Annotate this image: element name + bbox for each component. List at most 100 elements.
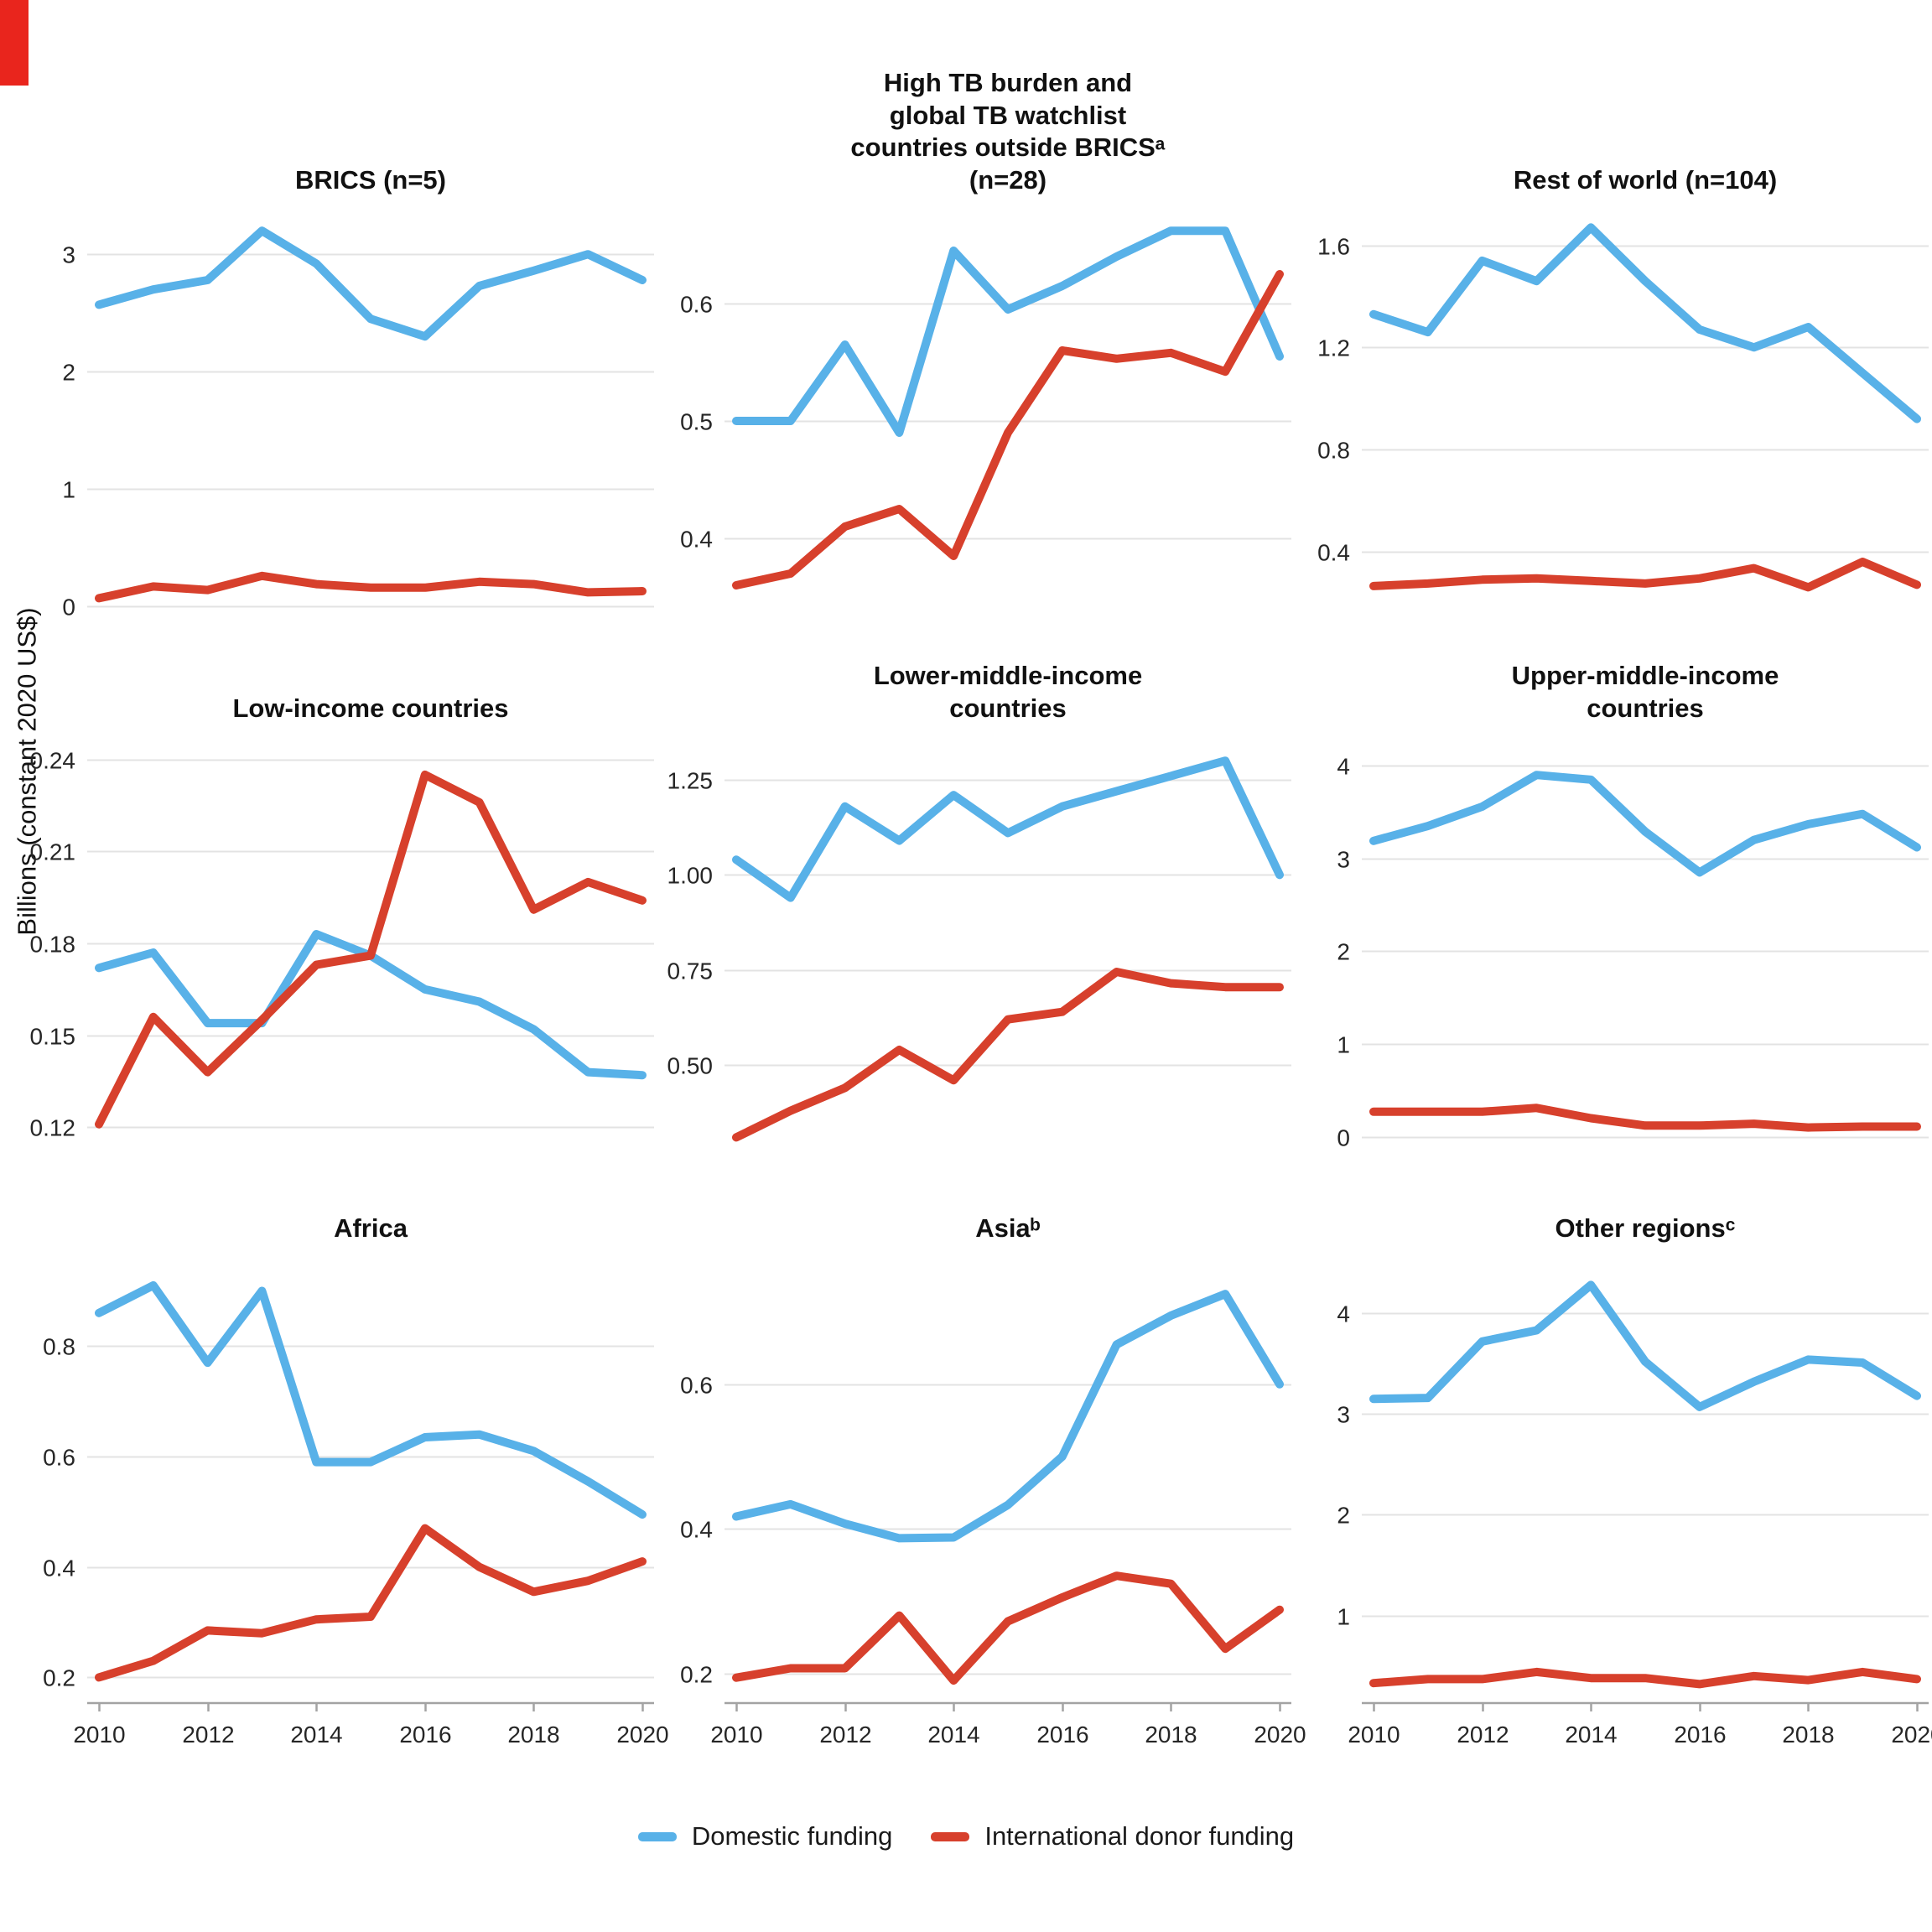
panel-title-line: Upper-middle-income xyxy=(1511,661,1779,691)
line-domestic-funding xyxy=(1369,223,1921,423)
line-international-donor-funding xyxy=(1369,1104,1921,1132)
chart-high-tb-burden-and: 0.4 0.5 0.6 xyxy=(680,226,1291,589)
panel-title-box: Africa xyxy=(3,1149,654,1258)
chart-low-income-countries: 0.12 0.15 0.18 0.21 0.24 xyxy=(30,748,654,1141)
panel-title-box: Upper-middle-income countries xyxy=(1291,621,1929,738)
y-tick-label: 4 xyxy=(1337,1301,1350,1327)
y-tick-label: 0.18 xyxy=(30,932,76,958)
x-tick-label: 2012 xyxy=(1457,1722,1509,1748)
legend-item-domestic: Domestic funding xyxy=(637,1821,893,1852)
y-tick-label: 2 xyxy=(1337,1503,1350,1529)
y-tick-label: 1.6 xyxy=(1317,234,1350,260)
panel-title-box: Other regionsᶜ xyxy=(1291,1149,1929,1258)
facet-grid: BRICS (n=5) 0 1 2 3 High TB burden and global … xyxy=(3,8,1932,1753)
panel-asia: Asiaᵇ 0.2 0.4 0.6 2010 2012 2014 2016 2018 2020 xyxy=(654,1149,1306,1753)
y-tick-label: 0.2 xyxy=(680,1662,713,1688)
panel-brics-n-5: BRICS (n=5) 0 1 2 3 xyxy=(3,8,654,621)
line-domestic-funding xyxy=(732,1290,1284,1543)
line-international-donor-funding xyxy=(732,1571,1284,1685)
panel-title-box: Low-income countries xyxy=(3,621,654,738)
x-tick-label: 2014 xyxy=(290,1722,342,1748)
panel-title-box: High TB burden and global TB watchlist cou… xyxy=(654,8,1291,210)
y-tick-label: 0.6 xyxy=(680,292,713,318)
legend-swatch-domestic xyxy=(637,1831,677,1841)
chart-rest-of-world-n-104: 0.4 0.8 1.2 1.6 xyxy=(1317,223,1929,592)
line-international-donor-funding xyxy=(95,770,647,1129)
panel-africa: Africa 0.2 0.4 0.6 0.8 2010 2012 2014 2016 2018 20… xyxy=(3,1149,669,1753)
panel-title-box: Asiaᵇ xyxy=(654,1149,1291,1258)
chart-upper-middle-income: 0 1 2 3 4 xyxy=(1337,754,1929,1151)
y-tick-label: 0.4 xyxy=(1317,540,1350,566)
y-tick-label: 0.6 xyxy=(680,1373,713,1399)
y-tick-label: 0.4 xyxy=(680,527,713,553)
y-tick-label: 2 xyxy=(1337,939,1350,965)
x-tick-label: 2018 xyxy=(1145,1722,1197,1748)
y-tick-label: 0.4 xyxy=(43,1555,75,1581)
legend-swatch-international xyxy=(931,1831,970,1841)
legend: Domestic funding International donor fun… xyxy=(0,1803,1932,1870)
x-tick-label: 2010 xyxy=(1348,1722,1400,1748)
y-tick-label: 3 xyxy=(1337,1402,1350,1428)
y-tick-label: 1 xyxy=(1337,1032,1350,1058)
line-domestic-funding xyxy=(1369,771,1921,877)
y-tick-label: 3 xyxy=(62,242,75,268)
y-tick-label: 0.2 xyxy=(43,1665,75,1691)
chart-africa: 0.2 0.4 0.6 0.8 2010 2012 2014 2016 2018 2020 xyxy=(43,1280,669,1748)
y-tick-label: 0.4 xyxy=(680,1517,713,1543)
y-tick-label: 0 xyxy=(1337,1125,1350,1151)
y-tick-label: 0.8 xyxy=(43,1334,75,1360)
x-tick-label: 2012 xyxy=(819,1722,871,1748)
panel-rest-of-world-n-104: Rest of world (n=104) 0.4 0.8 1.2 1.6 xyxy=(1291,8,1929,621)
line-domestic-funding xyxy=(95,226,647,341)
panel-title-box: BRICS (n=5) xyxy=(3,8,654,210)
panel-low-income-countries: Low-income countries 0.12 0.15 0.18 0.21 0.24 xyxy=(3,621,654,1149)
y-tick-label: 0.15 xyxy=(30,1024,76,1050)
x-tick-label: 2016 xyxy=(1036,1722,1088,1748)
y-tick-label: 1.2 xyxy=(1317,335,1350,361)
y-tick-label: 0.5 xyxy=(680,409,713,435)
panel-title-line: Africa xyxy=(334,1213,408,1243)
y-tick-label: 0.50 xyxy=(667,1053,714,1079)
y-tick-label: 4 xyxy=(1337,754,1350,780)
line-international-donor-funding xyxy=(732,270,1284,589)
panel-title-line: Asiaᵇ xyxy=(975,1213,1041,1243)
panel-title-box: Lower-middle-income countries xyxy=(654,621,1291,738)
x-tick-label: 2016 xyxy=(399,1722,451,1748)
line-domestic-funding xyxy=(1369,1280,1921,1411)
x-tick-label: 2016 xyxy=(1674,1722,1726,1748)
panel-upper-middle-income: Upper-middle-income countries 0 1 2 3 4 xyxy=(1291,621,1929,1151)
x-tick-label: 2020 xyxy=(616,1722,668,1748)
legend-label-domestic: Domestic funding xyxy=(691,1821,893,1851)
panel-high-tb-burden-and: High TB burden and global TB watchlist cou… xyxy=(654,8,1291,621)
line-domestic-funding xyxy=(95,1280,647,1519)
x-tick-label: 2014 xyxy=(1565,1722,1617,1748)
panel-title-line: countries outside BRICSᵃ xyxy=(850,132,1166,163)
panel-title-line: Low-income countries xyxy=(232,693,509,723)
panel-title-line: countries xyxy=(1587,693,1704,723)
y-tick-label: 3 xyxy=(1337,847,1350,873)
line-international-donor-funding xyxy=(95,571,647,603)
panel-title-line: High TB burden and xyxy=(883,68,1133,98)
y-tick-label: 0.21 xyxy=(30,839,76,865)
y-tick-label: 1.25 xyxy=(667,768,714,794)
y-tick-label: 0.8 xyxy=(1317,438,1350,464)
y-tick-label: 0.12 xyxy=(30,1115,76,1141)
x-tick-label: 2018 xyxy=(507,1722,559,1748)
panel-other-regions: Other regionsᶜ 1 2 3 4 2010 2012 2014 2016 2018 20… xyxy=(1291,1149,1932,1753)
red-corner-artifact xyxy=(0,0,29,86)
line-international-donor-funding xyxy=(95,1524,647,1682)
line-international-donor-funding xyxy=(1369,1667,1921,1689)
x-tick-label: 2012 xyxy=(182,1722,234,1748)
panel-title-line: Other regionsᶜ xyxy=(1555,1213,1736,1243)
line-domestic-funding xyxy=(732,756,1284,902)
chart-asia: 0.2 0.4 0.6 2010 2012 2014 2016 2018 2020 xyxy=(680,1290,1306,1748)
panel-title-line: countries xyxy=(949,693,1067,723)
panel-title-line: Lower-middle-income xyxy=(873,661,1143,691)
chart-lower-middle-income: 0.50 0.75 1.00 1.25 xyxy=(667,756,1291,1142)
chart-brics-n-5: 0 1 2 3 xyxy=(62,226,654,621)
chart-other-regions: 1 2 3 4 2010 2012 2014 2016 2018 2020 xyxy=(1337,1280,1932,1748)
y-tick-label: 0.75 xyxy=(667,958,714,984)
panel-title-line: global TB watchlist xyxy=(889,100,1127,130)
x-tick-label: 2014 xyxy=(927,1722,979,1748)
panel-title-line: Rest of world (n=104) xyxy=(1513,164,1778,195)
